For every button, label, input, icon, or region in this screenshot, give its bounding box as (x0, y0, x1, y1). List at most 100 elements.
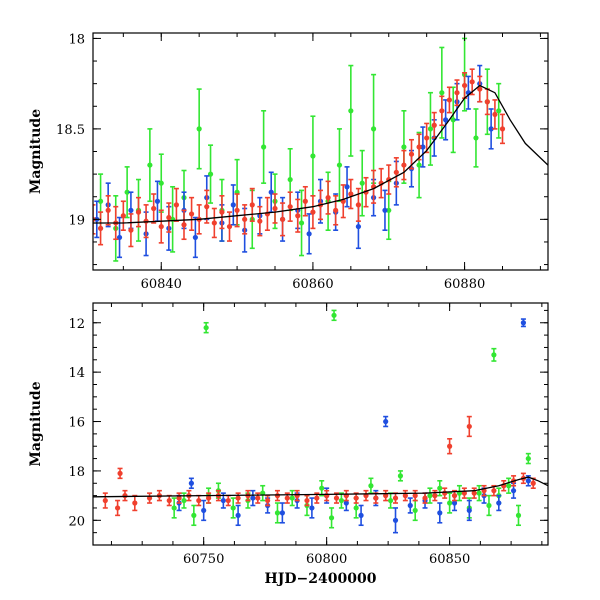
green-data-point (447, 500, 453, 506)
green-data-point (310, 153, 316, 159)
green-data-point (191, 512, 197, 518)
red-data-point (181, 222, 187, 228)
green-data-point (473, 135, 479, 141)
red-data-point (295, 213, 301, 219)
red-data-point (424, 135, 430, 141)
red-data-point (491, 488, 497, 494)
blue-data-point (407, 502, 413, 509)
red-data-point (416, 144, 422, 150)
blue-data-point (520, 320, 527, 326)
green-data-point (97, 198, 104, 204)
red-data-point (102, 497, 108, 504)
blue-data-point (235, 512, 241, 518)
green-data-point (348, 108, 354, 114)
green-data-point (336, 162, 343, 168)
red-data-point (447, 443, 453, 449)
x-tick-label: 60880 (444, 277, 485, 292)
red-data-point (402, 493, 408, 499)
red-data-point (211, 220, 217, 226)
red-data-point (226, 223, 233, 230)
green-data-point (401, 144, 407, 150)
green-data-point (289, 495, 295, 501)
green-data-point (515, 512, 522, 518)
model-curve (93, 84, 548, 224)
green-data-point (171, 505, 177, 511)
red-data-point (373, 495, 379, 501)
red-data-point (166, 497, 172, 504)
blue-data-point (355, 223, 362, 230)
data-points (93, 309, 548, 534)
red-data-point (294, 493, 300, 499)
green-data-point (338, 497, 345, 504)
y-tick-label: 14 (68, 366, 85, 381)
data-points (93, 37, 548, 262)
blue-data-point (451, 500, 458, 506)
bottom-panel: 60750 60800 60850 12 14 16 18 20 Magnitude HJD−24… (28, 302, 549, 587)
red-data-point (257, 218, 263, 224)
green-data-point (439, 90, 445, 96)
red-data-point (122, 493, 128, 499)
blue-data-point (192, 234, 198, 241)
green-series (97, 37, 502, 262)
x-axis-label: HJD−2400000 (265, 571, 377, 587)
red-data-point (408, 151, 415, 157)
red-data-point (255, 495, 261, 501)
red-series (93, 68, 506, 248)
red-data-point (431, 122, 437, 128)
green-data-point (319, 485, 325, 491)
blue-data-point (201, 507, 207, 514)
green-data-point (287, 176, 293, 183)
red-data-point (249, 202, 255, 208)
green-data-point (196, 126, 202, 132)
green-data-point (387, 497, 394, 504)
green-data-point (203, 325, 209, 331)
red-data-point (353, 495, 359, 501)
red-data-point (188, 211, 195, 217)
top-panel: 60840 60860 60880 18 18.5 19 Magnitude (28, 32, 549, 292)
red-data-point (484, 99, 490, 105)
blue-data-point (358, 512, 364, 518)
red-data-point (166, 214, 172, 221)
red-data-point (401, 162, 407, 168)
red-data-point (225, 497, 231, 504)
red-data-point (234, 207, 240, 213)
green-data-point (181, 497, 187, 504)
red-data-point (135, 209, 142, 215)
green-data-point (298, 220, 305, 226)
red-data-point (114, 505, 121, 511)
red-data-point (393, 169, 399, 175)
blue-data-point (382, 207, 388, 213)
green-data-point (386, 207, 392, 213)
red-data-point (412, 493, 418, 499)
red-data-point (272, 205, 278, 212)
blue-data-point (250, 495, 256, 501)
red-data-point (499, 126, 506, 132)
red-data-point (274, 493, 281, 499)
blue-data-point (230, 202, 236, 208)
y-tick-label: 16 (68, 416, 85, 431)
y-tick-label: 18 (68, 465, 85, 480)
green-data-point (486, 502, 492, 509)
y-axis-label: Magnitude (28, 381, 44, 466)
red-data-point (279, 216, 286, 222)
blue-data-point (392, 517, 399, 523)
x-tick-label: 60750 (183, 552, 224, 567)
model-curve (93, 476, 548, 498)
red-data-point (117, 470, 123, 476)
plot-frame (92, 302, 549, 546)
green-data-point (368, 483, 374, 489)
y-tick-label: 19 (68, 213, 85, 228)
red-data-point (97, 225, 104, 231)
blue-data-point (383, 418, 389, 425)
red-data-point (284, 495, 290, 501)
blue-data-point (279, 510, 285, 516)
green-data-point (491, 352, 497, 358)
x-tick-label: 60860 (292, 277, 333, 292)
red-data-point (471, 490, 477, 496)
red-data-point (105, 207, 111, 213)
red-data-point (348, 191, 354, 197)
green-data-point (370, 126, 377, 132)
blue-series (176, 318, 531, 534)
red-data-point (442, 490, 448, 496)
